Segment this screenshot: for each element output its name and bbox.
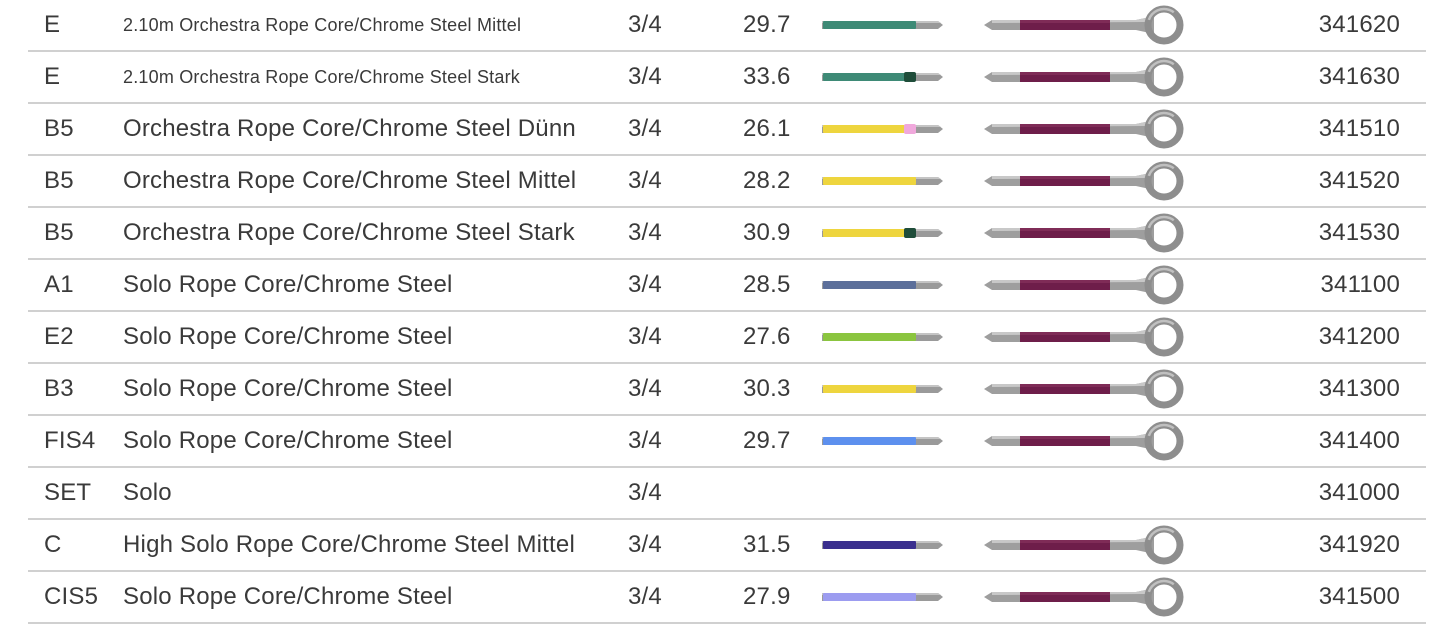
article-number: 341300 <box>1318 375 1400 402</box>
string-size: 3/4 <box>628 167 662 194</box>
ball-end-string-icon <box>984 421 1184 461</box>
string-size: 3/4 <box>628 375 662 402</box>
string-size: 3/4 <box>628 479 662 506</box>
table-row: E 2.10m Orchestra Rope Core/Chrome Steel… <box>28 0 1426 52</box>
ball-end-string-icon <box>984 525 1184 565</box>
table-row: C High Solo Rope Core/Chrome Steel Mitte… <box>28 520 1426 572</box>
string-gauge: 28.5 <box>743 271 791 298</box>
string-gauge: 33.6 <box>743 63 791 90</box>
string-note: B3 <box>44 375 74 402</box>
article-number: 341500 <box>1318 583 1400 610</box>
table-row: B5 Orchestra Rope Core/Chrome Steel Star… <box>28 208 1426 260</box>
article-number: 341000 <box>1318 479 1400 506</box>
ball-end-string-icon <box>984 57 1184 97</box>
string-gauge: 31.5 <box>743 531 791 558</box>
table-row: E2 Solo Rope Core/Chrome Steel 3/4 27.6 <box>28 312 1426 364</box>
string-note: C <box>44 531 62 558</box>
string-note: E2 <box>44 323 74 350</box>
string-description: Solo <box>123 479 172 506</box>
table-row: B5 Orchestra Rope Core/Chrome Steel Dünn… <box>28 104 1426 156</box>
string-description: High Solo Rope Core/Chrome Steel Mittel <box>123 531 575 558</box>
string-note: SET <box>44 479 92 506</box>
string-size: 3/4 <box>628 323 662 350</box>
string-description: 2.10m Orchestra Rope Core/Chrome Steel M… <box>123 15 522 35</box>
string-gauge: 26.1 <box>743 115 791 142</box>
color-marker-icon <box>822 123 943 135</box>
color-marker-icon <box>822 591 943 603</box>
string-description: Orchestra Rope Core/Chrome Steel Stark <box>123 219 575 246</box>
ball-end-string-icon <box>984 577 1184 617</box>
string-description: Orchestra Rope Core/Chrome Steel Mittel <box>123 167 577 194</box>
article-number: 341630 <box>1318 63 1400 90</box>
string-note: FIS4 <box>44 427 96 454</box>
string-size: 3/4 <box>628 583 662 610</box>
color-marker-icon <box>822 175 943 187</box>
string-note: A1 <box>44 271 74 298</box>
color-marker-icon <box>822 435 943 447</box>
article-number: 341510 <box>1318 115 1400 142</box>
article-number: 341200 <box>1318 323 1400 350</box>
string-note: CIS5 <box>44 583 99 610</box>
ball-end-string-icon <box>984 161 1184 201</box>
color-marker-icon <box>822 383 943 395</box>
ball-end-string-icon <box>984 265 1184 305</box>
string-description: 2.10m Orchestra Rope Core/Chrome Steel S… <box>123 67 520 87</box>
color-marker-icon <box>822 71 943 83</box>
ball-end-string-icon <box>984 369 1184 409</box>
string-size: 3/4 <box>628 115 662 142</box>
table-row: E 2.10m Orchestra Rope Core/Chrome Steel… <box>28 52 1426 104</box>
string-description: Solo Rope Core/Chrome Steel <box>123 427 453 454</box>
string-note: E <box>44 11 61 38</box>
table-row: CIS5 Solo Rope Core/Chrome Steel 3/4 27.… <box>28 572 1426 624</box>
string-description: Orchestra Rope Core/Chrome Steel Dünn <box>123 115 576 142</box>
string-note: B5 <box>44 167 74 194</box>
strings-table: E 2.10m Orchestra Rope Core/Chrome Steel… <box>28 0 1426 624</box>
ball-end-string-icon <box>984 317 1184 357</box>
color-marker-icon <box>822 19 943 31</box>
string-description: Solo Rope Core/Chrome Steel <box>123 375 453 402</box>
table-row: B3 Solo Rope Core/Chrome Steel 3/4 30.3 <box>28 364 1426 416</box>
string-size: 3/4 <box>628 271 662 298</box>
ball-end-string-icon <box>984 213 1184 253</box>
string-description: Solo Rope Core/Chrome Steel <box>123 323 453 350</box>
string-gauge: 27.9 <box>743 583 791 610</box>
ball-end-string-icon <box>984 109 1184 149</box>
string-gauge: 29.7 <box>743 427 791 454</box>
ball-end-string-icon <box>984 5 1184 45</box>
color-marker-icon <box>822 279 943 291</box>
string-gauge: 28.2 <box>743 167 791 194</box>
string-size: 3/4 <box>628 531 662 558</box>
string-size: 3/4 <box>628 219 662 246</box>
string-note: B5 <box>44 219 74 246</box>
article-number: 341520 <box>1318 167 1400 194</box>
table-row: B5 Orchestra Rope Core/Chrome Steel Mitt… <box>28 156 1426 208</box>
string-description: Solo Rope Core/Chrome Steel <box>123 271 453 298</box>
string-gauge: 27.6 <box>743 323 791 350</box>
article-number: 341620 <box>1318 11 1400 38</box>
string-size: 3/4 <box>628 427 662 454</box>
article-number: 341530 <box>1318 219 1400 246</box>
string-gauge: 30.9 <box>743 219 791 246</box>
article-number: 341100 <box>1320 271 1400 298</box>
string-gauge: 30.3 <box>743 375 791 402</box>
color-marker-icon <box>822 539 943 551</box>
article-number: 341920 <box>1318 531 1400 558</box>
string-size: 3/4 <box>628 11 662 38</box>
string-note: E <box>44 63 61 90</box>
color-marker-icon <box>822 227 943 239</box>
table-row: SET Solo 3/4 341000 <box>28 468 1426 520</box>
color-marker-icon <box>822 331 943 343</box>
string-size: 3/4 <box>628 63 662 90</box>
article-number: 341400 <box>1318 427 1400 454</box>
string-description: Solo Rope Core/Chrome Steel <box>123 583 453 610</box>
table-row: A1 Solo Rope Core/Chrome Steel 3/4 28.5 <box>28 260 1426 312</box>
string-gauge: 29.7 <box>743 11 791 38</box>
string-note: B5 <box>44 115 74 142</box>
table-row: FIS4 Solo Rope Core/Chrome Steel 3/4 29.… <box>28 416 1426 468</box>
